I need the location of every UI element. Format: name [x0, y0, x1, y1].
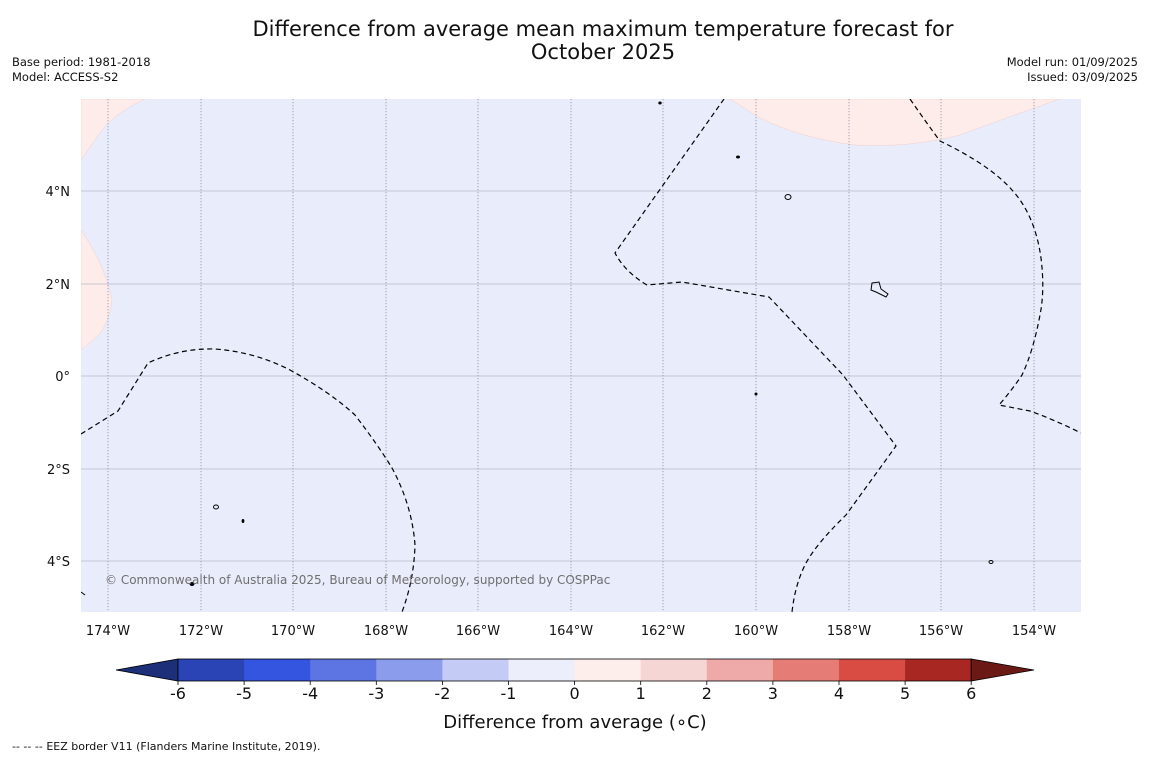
- lat-label: 4°N: [46, 185, 71, 200]
- copyright-text: © Commonwealth of Australia 2025, Bureau…: [105, 573, 610, 587]
- lon-label: 166°W: [456, 624, 500, 639]
- title-line-2: October 2025: [530, 40, 676, 64]
- colorbar-tick-label: -6: [170, 684, 186, 703]
- colorbar-segment: [310, 659, 377, 681]
- colorbar-extend-high: [970, 658, 1035, 682]
- lat-label: 0°: [55, 370, 70, 385]
- colorbar-tick-label: 5: [900, 684, 910, 703]
- island-jarvis: [784, 194, 792, 200]
- colorbar-segment: [706, 659, 774, 681]
- eez-legend-text: EEZ border V11 (Flanders Marine Institut…: [46, 740, 321, 753]
- meta-left: Base period: 1981-2018 Model: ACCESS-S2: [12, 55, 151, 85]
- colorbar-tick-label: 3: [768, 684, 778, 703]
- lon-label: 170°W: [271, 624, 315, 639]
- map-layers: [81, 99, 1081, 612]
- lon-label: 160°W: [734, 624, 778, 639]
- island: [241, 519, 245, 523]
- colorbar-tick-label: 2: [702, 684, 712, 703]
- meta-right: Model run: 01/09/2025 Issued: 03/09/2025: [1007, 55, 1138, 85]
- island-kiritimati: [870, 281, 889, 298]
- map-background: [81, 99, 1081, 612]
- island: [81, 591, 86, 596]
- colorbar-label: Difference from average (∘C): [443, 712, 706, 733]
- colorbar-tick-label: -5: [236, 684, 252, 703]
- title-line-1: Difference from average mean maximum tem…: [252, 17, 954, 41]
- lon-label: 174°W: [86, 624, 130, 639]
- eez-borders: [81, 99, 1081, 612]
- lon-label: 164°W: [549, 624, 593, 639]
- eez-legend: -- -- -- EEZ border V11 (Flanders Marine…: [12, 740, 320, 753]
- colorbar-segment: [905, 659, 972, 681]
- longitude-labels: 174°W 172°W 170°W 168°W 166°W 164°W 162°…: [86, 624, 1056, 639]
- warm-area-top-right: [729, 99, 1061, 146]
- map-title: Difference from average mean maximum tem…: [180, 18, 1026, 64]
- colorbar-segment: [772, 659, 840, 681]
- colorbar-tick-label: 0: [570, 684, 580, 703]
- lat-label: 4°S: [47, 555, 70, 570]
- lon-label: 154°W: [1012, 624, 1056, 639]
- colorbar-segment: [574, 659, 642, 681]
- lon-label: 156°W: [919, 624, 963, 639]
- lon-label: 162°W: [641, 624, 685, 639]
- colorbar-tick-label: -2: [434, 684, 450, 703]
- colorbar-tick-label: 6: [966, 684, 976, 703]
- island: [189, 582, 195, 586]
- latitude-gridlines: [81, 190, 1081, 562]
- island: [736, 155, 740, 159]
- colorbar: -6 -5 -4 -3 -2 -1 0 1 2 3 4 5 6: [115, 658, 1035, 703]
- colorbar-segment: [442, 659, 509, 681]
- eez-border-kiribati-line-east: [909, 99, 1081, 434]
- colorbar-segment: [244, 659, 311, 681]
- colorbar-segment: [178, 659, 245, 681]
- island: [213, 504, 219, 510]
- model-run-text: Model run: 01/09/2025: [1006, 55, 1138, 69]
- colorbar-extend-low: [115, 658, 179, 682]
- colorbar-segment: [508, 659, 575, 681]
- colorbar-tick-label: -3: [368, 684, 384, 703]
- island: [754, 392, 758, 396]
- eez-border-kiribati-gilbert: [81, 348, 416, 612]
- colorbar-segment: [376, 659, 443, 681]
- warm-area-top-left: [81, 99, 146, 161]
- lon-label: 158°W: [827, 624, 871, 639]
- colorbar-tick-label: -4: [302, 684, 318, 703]
- lon-label: 168°W: [364, 624, 408, 639]
- base-period-text: Base period: 1981-2018: [12, 55, 151, 69]
- colorbar-tick-label: 4: [834, 684, 844, 703]
- warm-area-left: [81, 229, 113, 351]
- islands: [81, 101, 994, 596]
- lat-label: 2°N: [46, 278, 71, 293]
- colorbar-segment: [839, 659, 906, 681]
- issued-text: Issued: 03/09/2025: [1027, 70, 1138, 84]
- lat-label: 2°S: [47, 463, 70, 478]
- colorbar-tick-label: 1: [636, 684, 646, 703]
- lon-label: 172°W: [179, 624, 223, 639]
- colorbar-tick-label: -1: [501, 684, 517, 703]
- latitude-labels: 4°N 2°N 0° 2°S 4°S: [46, 185, 71, 570]
- island: [988, 560, 994, 564]
- colorbar-segment: [640, 659, 708, 681]
- eez-legend-dashes: -- -- --: [12, 740, 43, 753]
- island: [658, 101, 662, 105]
- model-text: Model: ACCESS-S2: [12, 70, 119, 84]
